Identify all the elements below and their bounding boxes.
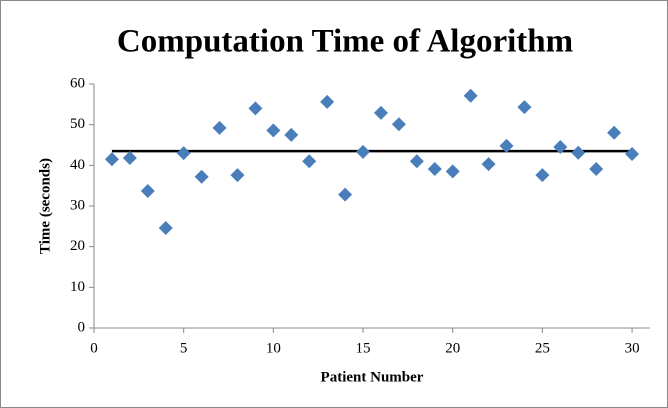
point — [553, 140, 568, 155]
y-tick-label: 60 — [70, 75, 85, 91]
point — [302, 154, 317, 169]
point — [356, 144, 371, 159]
point — [122, 151, 137, 166]
point — [445, 164, 460, 179]
point — [535, 168, 550, 183]
point — [481, 157, 496, 172]
x-tick-label: 20 — [445, 340, 460, 356]
point — [212, 120, 227, 135]
point — [320, 94, 335, 109]
x-tick-label: 5 — [180, 340, 188, 356]
y-axis-title: Time (seconds) — [37, 158, 53, 254]
point — [176, 146, 191, 161]
point — [517, 100, 532, 115]
y-tick-label: 30 — [70, 197, 85, 213]
x-tick-label: 30 — [625, 340, 640, 356]
y-tick-label: 50 — [70, 116, 85, 132]
point — [409, 154, 424, 169]
y-tick-label: 40 — [70, 157, 85, 173]
point — [158, 220, 173, 235]
point — [338, 187, 353, 202]
x-tick-label: 0 — [90, 340, 98, 356]
y-tick-label: 0 — [78, 319, 86, 335]
x-axis-title: Patient Number — [321, 369, 424, 385]
y-tick-label: 10 — [70, 279, 85, 295]
point — [427, 161, 442, 176]
point — [499, 138, 514, 153]
point — [373, 105, 388, 120]
point — [625, 146, 640, 161]
x-tick-label: 15 — [356, 340, 371, 356]
x-tick-label: 25 — [535, 340, 550, 356]
point — [194, 169, 209, 184]
point — [230, 168, 245, 183]
chart-title: Computation Time of Algorithm — [117, 24, 573, 60]
point — [140, 183, 155, 198]
point — [284, 127, 299, 142]
point — [104, 152, 119, 167]
x-tick-label: 10 — [266, 340, 281, 356]
point — [463, 88, 478, 103]
point — [248, 101, 263, 116]
point — [571, 145, 586, 160]
point — [266, 123, 281, 138]
point — [607, 125, 622, 140]
point — [391, 117, 406, 132]
y-tick-label: 20 — [70, 238, 85, 254]
point — [589, 161, 604, 176]
